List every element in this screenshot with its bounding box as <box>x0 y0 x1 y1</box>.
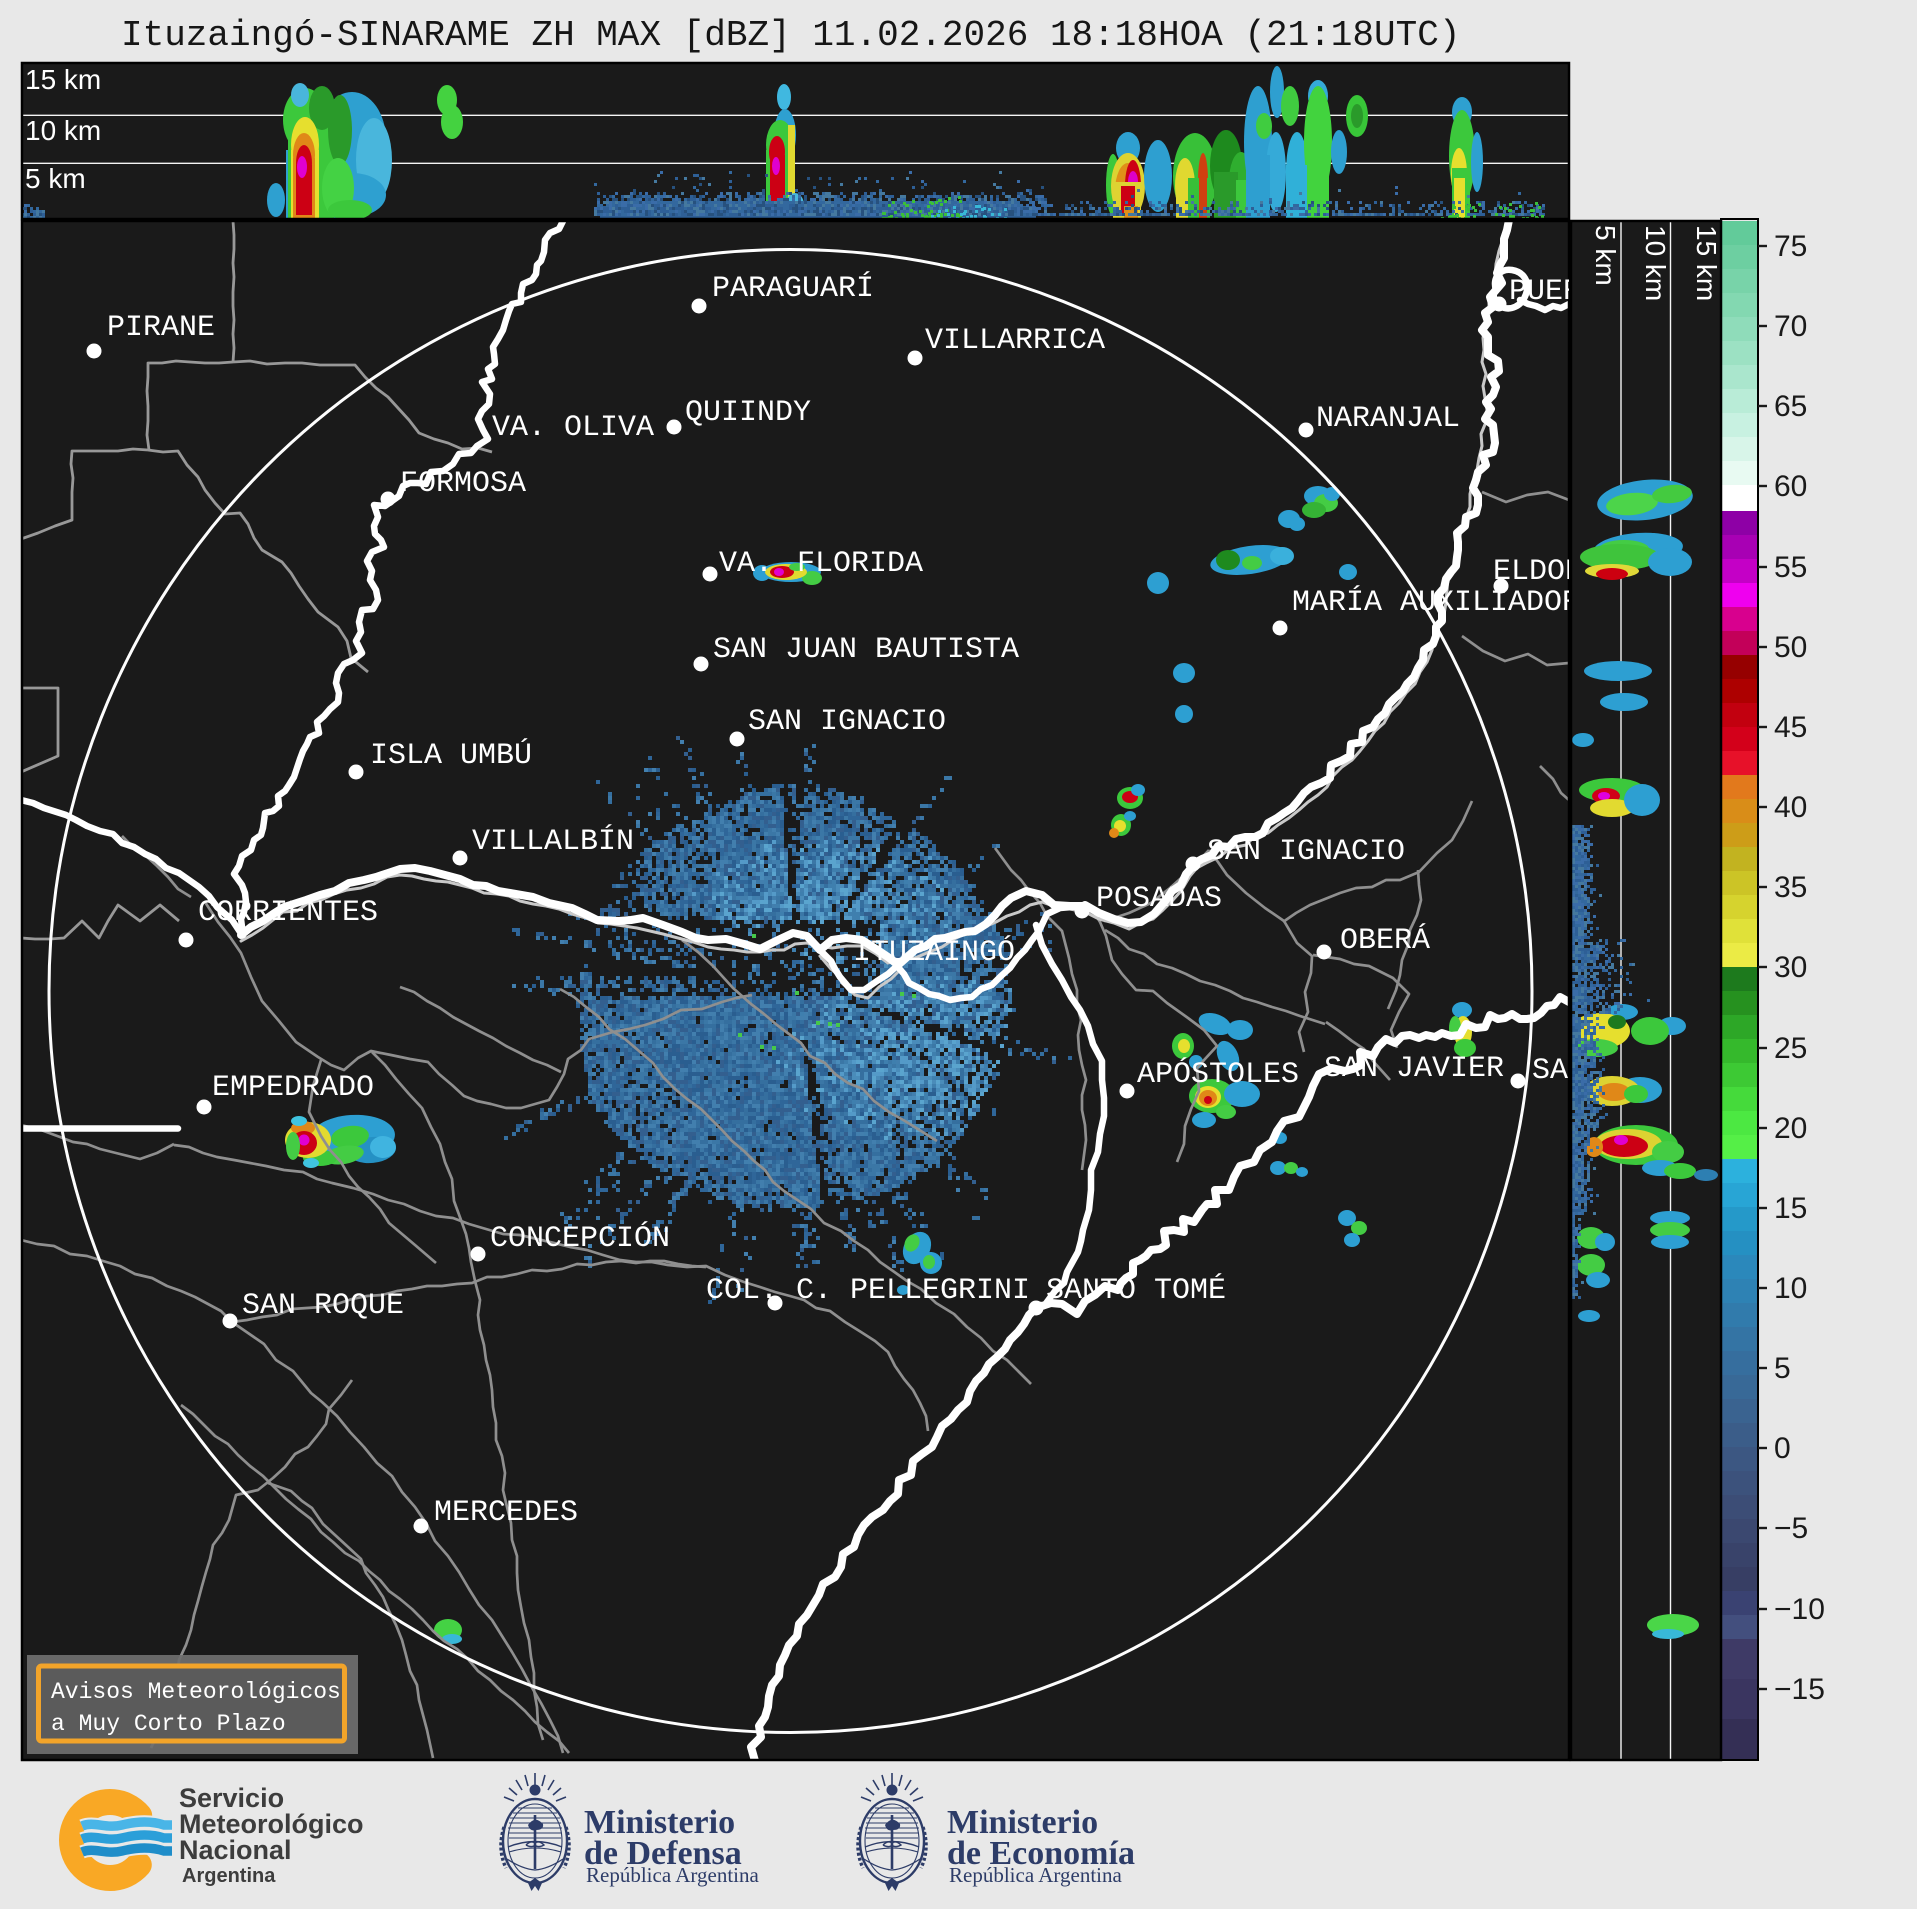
svg-text:Avisos Meteorológicos: Avisos Meteorológicos <box>51 1679 341 1705</box>
svg-text:−15: −15 <box>1774 1673 1825 1706</box>
svg-text:35: 35 <box>1774 871 1807 904</box>
svg-text:−10: −10 <box>1774 1593 1825 1626</box>
svg-text:Servicio: Servicio <box>179 1783 284 1813</box>
svg-text:QUIINDY: QUIINDY <box>685 396 811 430</box>
svg-text:30: 30 <box>1774 951 1807 984</box>
svg-text:Argentina: Argentina <box>182 1865 276 1887</box>
svg-text:Ituzaingó-SINARAME ZH MAX [dBZ: Ituzaingó-SINARAME ZH MAX [dBZ] 11.02.20… <box>121 15 1460 56</box>
svg-text:5 km: 5 km <box>1590 225 1621 286</box>
svg-text:40: 40 <box>1774 791 1807 824</box>
svg-text:SAN ROQUE: SAN ROQUE <box>242 1289 404 1323</box>
svg-text:SAN JUAN BAUTISTA: SAN JUAN BAUTISTA <box>713 633 1019 667</box>
svg-text:COL. C. PELLEGRINI: COL. C. PELLEGRINI <box>706 1274 1030 1308</box>
svg-text:SAN: SAN <box>1532 1054 1586 1088</box>
svg-text:5: 5 <box>1774 1352 1791 1385</box>
svg-text:SAN IGNACIO: SAN IGNACIO <box>1207 835 1405 869</box>
svg-text:Nacional: Nacional <box>179 1835 292 1865</box>
svg-text:0: 0 <box>1774 1432 1791 1465</box>
svg-text:APÓSTOLES: APÓSTOLES <box>1137 1057 1299 1092</box>
svg-text:60: 60 <box>1774 470 1807 503</box>
svg-text:OBERÁ: OBERÁ <box>1340 923 1430 958</box>
svg-text:VILLARRICA: VILLARRICA <box>925 324 1105 358</box>
svg-text:PIRANE: PIRANE <box>107 311 215 345</box>
svg-text:SAN IGNACIO: SAN IGNACIO <box>748 705 946 739</box>
svg-text:45: 45 <box>1774 711 1807 744</box>
svg-text:SANTO TOMÉ: SANTO TOMÉ <box>1046 1273 1226 1308</box>
svg-text:EMPEDRADO: EMPEDRADO <box>212 1071 374 1105</box>
svg-text:ITUZAINGÓ: ITUZAINGÓ <box>853 935 1015 970</box>
svg-text:POSADAS: POSADAS <box>1096 882 1222 916</box>
svg-text:10 km: 10 km <box>25 115 101 146</box>
svg-text:CORRIENTES: CORRIENTES <box>198 896 378 930</box>
svg-text:VA. OLIVA: VA. OLIVA <box>492 411 654 445</box>
svg-text:Ministerio: Ministerio <box>947 1804 1098 1841</box>
svg-text:República Argentina: República Argentina <box>586 1863 759 1887</box>
svg-text:10: 10 <box>1774 1272 1807 1305</box>
svg-text:−5: −5 <box>1774 1512 1808 1545</box>
svg-text:25: 25 <box>1774 1032 1807 1065</box>
svg-text:50: 50 <box>1774 631 1807 664</box>
svg-text:SAN JAVIER: SAN JAVIER <box>1324 1052 1504 1086</box>
svg-text:10 km: 10 km <box>1640 225 1671 301</box>
svg-text:FORMOSA: FORMOSA <box>400 467 526 501</box>
svg-text:55: 55 <box>1774 551 1807 584</box>
svg-text:NARANJAL: NARANJAL <box>1316 402 1460 436</box>
svg-text:Ministerio: Ministerio <box>584 1804 735 1841</box>
svg-text:República Argentina: República Argentina <box>949 1863 1122 1887</box>
svg-text:PUERTO: PUERTO <box>1509 275 1617 309</box>
svg-text:65: 65 <box>1774 390 1807 423</box>
svg-text:a Muy Corto Plazo: a Muy Corto Plazo <box>51 1711 286 1737</box>
svg-text:ISLA UMBÚ: ISLA UMBÚ <box>370 738 532 773</box>
svg-text:70: 70 <box>1774 310 1807 343</box>
svg-text:20: 20 <box>1774 1112 1807 1145</box>
svg-text:CONCEPCIÓN: CONCEPCIÓN <box>490 1221 670 1256</box>
svg-text:15 km: 15 km <box>25 64 101 95</box>
svg-text:15 km: 15 km <box>1691 225 1722 301</box>
svg-text:Meteorológico: Meteorológico <box>179 1809 364 1839</box>
svg-text:FLORIDA: FLORIDA <box>797 547 923 581</box>
svg-text:VA.: VA. <box>719 547 773 581</box>
svg-text:MERCEDES: MERCEDES <box>434 1496 578 1530</box>
svg-text:de Defensa: de Defensa <box>584 1835 742 1872</box>
svg-text:de Economía: de Economía <box>947 1835 1135 1872</box>
svg-text:VILLALBÍN: VILLALBÍN <box>472 824 634 859</box>
svg-text:15: 15 <box>1774 1192 1807 1225</box>
svg-text:75: 75 <box>1774 230 1807 263</box>
svg-text:PARAGUARÍ: PARAGUARÍ <box>712 271 874 306</box>
svg-text:MARÍA AUXILIADORA: MARÍA AUXILIADORA <box>1292 585 1598 620</box>
svg-text:5 km: 5 km <box>25 163 86 194</box>
